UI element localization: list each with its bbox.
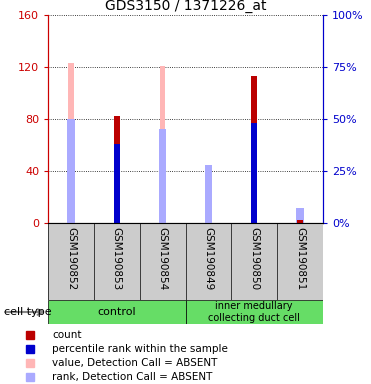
- Text: control: control: [98, 307, 136, 317]
- Bar: [114, 116, 119, 223]
- Bar: [252, 76, 257, 223]
- Text: GSM190849: GSM190849: [203, 227, 213, 290]
- Bar: [159, 129, 166, 223]
- Text: inner medullary
collecting duct cell: inner medullary collecting duct cell: [208, 301, 300, 323]
- Text: value, Detection Call = ABSENT: value, Detection Call = ABSENT: [52, 358, 217, 367]
- Bar: [114, 144, 120, 223]
- Text: count: count: [52, 330, 82, 340]
- Bar: [297, 212, 303, 223]
- Bar: [68, 119, 75, 223]
- Title: GDS3150 / 1371226_at: GDS3150 / 1371226_at: [105, 0, 266, 13]
- Text: rank, Detection Call = ABSENT: rank, Detection Call = ABSENT: [52, 372, 212, 382]
- Bar: [206, 171, 211, 223]
- Text: percentile rank within the sample: percentile rank within the sample: [52, 344, 228, 354]
- Text: GSM190851: GSM190851: [295, 227, 305, 290]
- Bar: [48, 300, 186, 324]
- Bar: [251, 123, 257, 223]
- Text: cell type: cell type: [4, 307, 51, 317]
- Text: GSM190854: GSM190854: [158, 227, 168, 290]
- Text: GSM190853: GSM190853: [112, 227, 122, 290]
- Bar: [160, 66, 165, 223]
- Bar: [68, 63, 74, 223]
- Bar: [48, 223, 323, 300]
- Bar: [205, 165, 212, 223]
- Bar: [296, 208, 303, 223]
- Text: GSM190850: GSM190850: [249, 227, 259, 290]
- Text: GSM190852: GSM190852: [66, 227, 76, 290]
- Bar: [186, 300, 323, 324]
- Bar: [297, 220, 303, 223]
